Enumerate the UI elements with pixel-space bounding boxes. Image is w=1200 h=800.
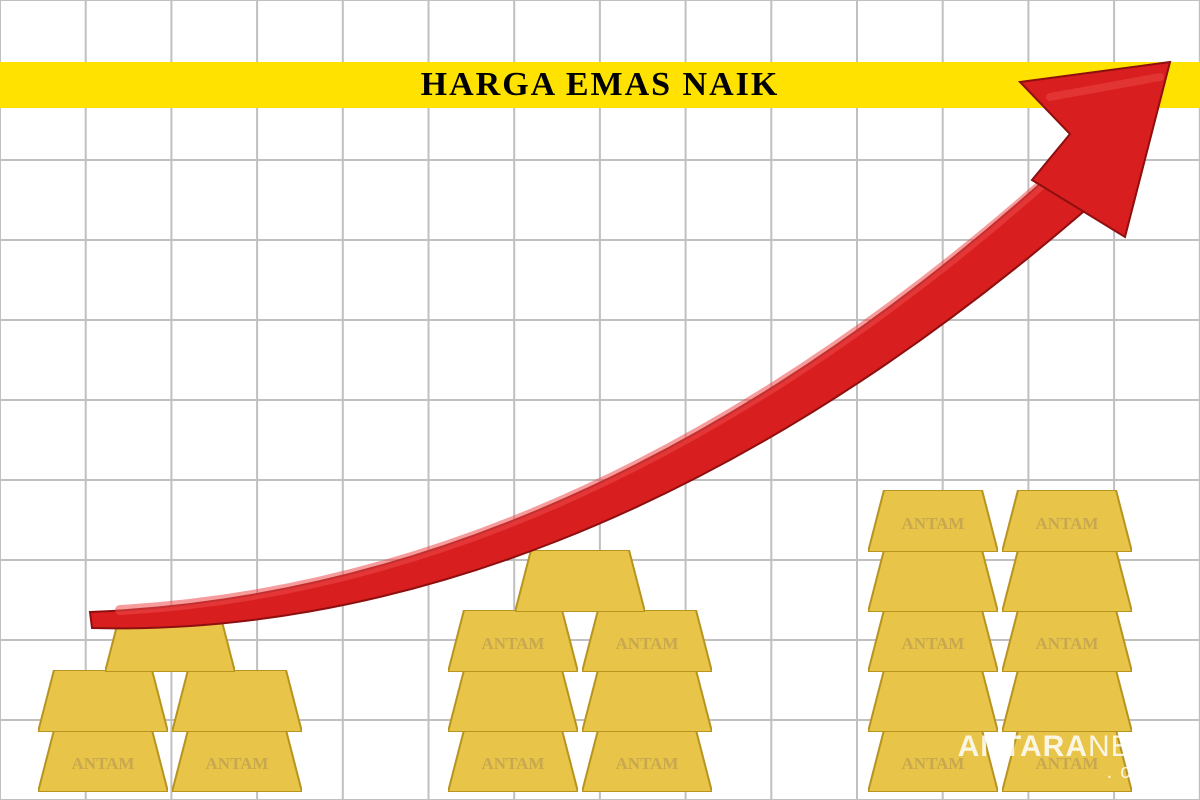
chart-area: HARGA EMAS NAIK ANTAMANTAMANTAMANTAMANTA…: [0, 0, 1200, 800]
trend-arrow-icon: [0, 0, 1200, 800]
watermark-line1a: ANTARA: [958, 730, 1088, 763]
stage: HARGA EMAS NAIK ANTAMANTAMANTAMANTAMANTA…: [0, 0, 1200, 800]
watermark-line2: .com: [958, 762, 1182, 782]
watermark: ANTARANEWS .com: [958, 732, 1182, 782]
watermark-line1b: NEWS: [1088, 730, 1182, 763]
